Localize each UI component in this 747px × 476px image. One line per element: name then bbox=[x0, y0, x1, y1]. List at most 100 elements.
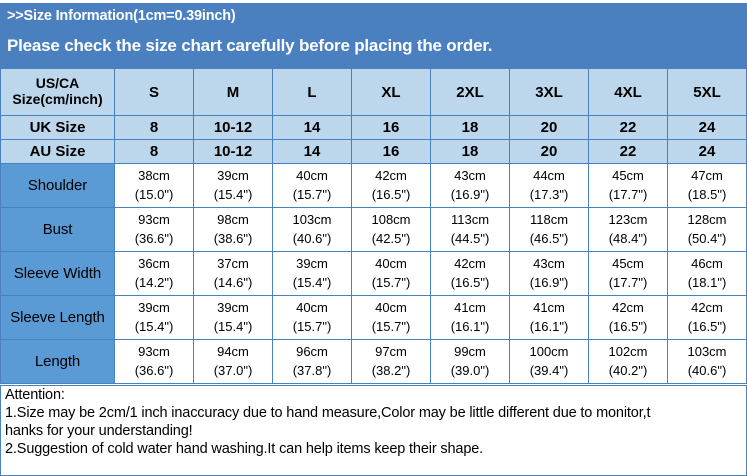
value-inch: (17.3") bbox=[529, 186, 569, 202]
au-size-xl: 16 bbox=[351, 139, 431, 164]
length-4xl: 102cm (40.2") bbox=[588, 339, 668, 384]
value-inch: (15.4") bbox=[213, 318, 253, 334]
value-cm: 39cm bbox=[138, 299, 170, 315]
uk-size-s: 8 bbox=[114, 115, 194, 140]
bust-xl: 108cm (42.5") bbox=[351, 207, 431, 252]
value-cm: 41cm bbox=[454, 299, 486, 315]
uk-size-3xl: 20 bbox=[509, 115, 589, 140]
table-row-length: Length 93cm (36.6") 94cm (37.0") 96cm (37.8… bbox=[0, 339, 747, 384]
value-cm: 43cm bbox=[454, 167, 486, 183]
corner-label-line1: US/CA bbox=[35, 75, 80, 92]
value-inch: (14.6") bbox=[213, 274, 253, 290]
value-cm: 93cm bbox=[138, 343, 170, 359]
value-inch: (39.0") bbox=[450, 362, 490, 378]
uk-size-2xl: 18 bbox=[430, 115, 510, 140]
value-cm: 40cm bbox=[296, 299, 328, 315]
table-row-shoulder: Shoulder 38cm (15.0") 39cm (15.4") 40cm (15… bbox=[0, 163, 747, 208]
shoulder-l: 40cm (15.7") bbox=[272, 163, 352, 208]
value-cm: 42cm bbox=[454, 255, 486, 271]
sleeve-width-s: 36cm (14.2") bbox=[114, 251, 194, 296]
value-cm: 118cm bbox=[529, 211, 569, 227]
sleeve-width-3xl: 43cm (16.9") bbox=[509, 251, 589, 296]
value-cm: 37cm bbox=[217, 255, 249, 271]
attention-heading: Attention: bbox=[5, 387, 65, 403]
length-s: 93cm (36.6") bbox=[114, 339, 194, 384]
length-l: 96cm (37.8") bbox=[272, 339, 352, 384]
column-header-m: M bbox=[193, 68, 273, 116]
column-header-s: S bbox=[114, 68, 194, 116]
sleeve-width-m: 37cm (14.6") bbox=[193, 251, 273, 296]
sleeve-length-m: 39cm (15.4") bbox=[193, 295, 273, 340]
value-inch: (46.5") bbox=[529, 230, 569, 246]
value-cm: 43cm bbox=[533, 255, 565, 271]
uk-size-l: 14 bbox=[272, 115, 352, 140]
uk-size-5xl: 24 bbox=[667, 115, 747, 140]
sleeve-width-l: 39cm (15.4") bbox=[272, 251, 352, 296]
value-cm: 47cm bbox=[691, 167, 723, 183]
length-xl: 97cm (38.2") bbox=[351, 339, 431, 384]
column-header-2xl: 2XL bbox=[430, 68, 510, 116]
value-inch: (17.7") bbox=[608, 186, 648, 202]
table-row-uk-size: UK Size 8 10-12 14 16 18 20 22 24 bbox=[0, 115, 747, 140]
sleeve-width-xl: 40cm (15.7") bbox=[351, 251, 431, 296]
attention-note-1-part2: hanks for your understanding! bbox=[5, 422, 193, 439]
value-inch: (15.4") bbox=[134, 318, 174, 334]
column-header-l: L bbox=[272, 68, 352, 116]
value-cm: 44cm bbox=[533, 167, 565, 183]
sleeve-length-2xl: 41cm (16.1") bbox=[430, 295, 510, 340]
shoulder-3xl: 44cm (17.3") bbox=[509, 163, 589, 208]
value-inch: (37.8") bbox=[292, 362, 332, 378]
au-size-s: 8 bbox=[114, 139, 194, 164]
au-size-5xl: 24 bbox=[667, 139, 747, 164]
value-inch: (44.5") bbox=[450, 230, 490, 246]
value-cm: 41cm bbox=[533, 299, 565, 315]
au-size-4xl: 22 bbox=[588, 139, 668, 164]
value-cm: 36cm bbox=[138, 255, 170, 271]
value-inch: (15.4") bbox=[292, 274, 332, 290]
sleeve-length-4xl: 42cm (16.5") bbox=[588, 295, 668, 340]
uk-size-m: 10-12 bbox=[193, 115, 273, 140]
value-inch: (16.9") bbox=[529, 274, 569, 290]
column-header-3xl: 3XL bbox=[509, 68, 589, 116]
attention-note-2: 2.Suggestion of cold water hand washing.… bbox=[5, 440, 484, 457]
value-inch: (36.6") bbox=[134, 230, 174, 246]
value-cm: 39cm bbox=[217, 167, 249, 183]
attention-notes: Attention: 1.Size may be 2cm/1 inch inac… bbox=[0, 385, 747, 476]
uk-size-4xl: 22 bbox=[588, 115, 668, 140]
value-cm: 45cm bbox=[612, 167, 644, 183]
size-chart-instruction: Please check the size chart carefully be… bbox=[7, 36, 493, 55]
value-inch: (38.2") bbox=[371, 362, 411, 378]
value-cm: 39cm bbox=[217, 299, 249, 315]
value-cm: 46cm bbox=[691, 255, 723, 271]
shoulder-s: 38cm (15.0") bbox=[114, 163, 194, 208]
value-cm: 113cm bbox=[450, 211, 490, 227]
header-corner-cell: US/CA Size(cm/inch) bbox=[0, 68, 115, 116]
row-label-sleeve-width: Sleeve Width bbox=[0, 251, 115, 296]
value-inch: (18.5") bbox=[687, 186, 727, 202]
value-cm: 103cm bbox=[687, 343, 727, 359]
row-label-shoulder: Shoulder bbox=[0, 163, 115, 208]
value-cm: 42cm bbox=[612, 299, 644, 315]
size-chart-table: US/CA Size(cm/inch) S M L XL 2XL 3XL 4XL… bbox=[0, 68, 747, 384]
table-row-au-size: AU Size 8 10-12 14 16 18 20 22 24 bbox=[0, 139, 747, 164]
value-inch: (16.9") bbox=[450, 186, 490, 202]
corner-label-line2: Size(cm/inch) bbox=[12, 91, 103, 107]
value-cm: 42cm bbox=[691, 299, 723, 315]
value-inch: (16.1") bbox=[529, 318, 569, 334]
value-cm: 40cm bbox=[375, 299, 407, 315]
length-2xl: 99cm (39.0") bbox=[430, 339, 510, 384]
shoulder-m: 39cm (15.4") bbox=[193, 163, 273, 208]
value-cm: 94cm bbox=[217, 343, 249, 359]
value-inch: (36.6") bbox=[134, 362, 174, 378]
value-cm: 98cm bbox=[217, 211, 249, 227]
shoulder-4xl: 45cm (17.7") bbox=[588, 163, 668, 208]
value-inch: (16.5") bbox=[608, 318, 648, 334]
size-info-banner: >>Size Information(1cm=0.39inch) Please … bbox=[0, 3, 747, 68]
attention-note-1-part1: 1.Size may be 2cm/1 inch inaccuracy due … bbox=[5, 404, 651, 421]
value-inch: (15.7") bbox=[371, 274, 411, 290]
value-inch: (40.2") bbox=[608, 362, 648, 378]
uk-size-xl: 16 bbox=[351, 115, 431, 140]
value-inch: (15.0") bbox=[134, 186, 174, 202]
column-header-xl: XL bbox=[351, 68, 431, 116]
value-inch: (16.5") bbox=[687, 318, 727, 334]
